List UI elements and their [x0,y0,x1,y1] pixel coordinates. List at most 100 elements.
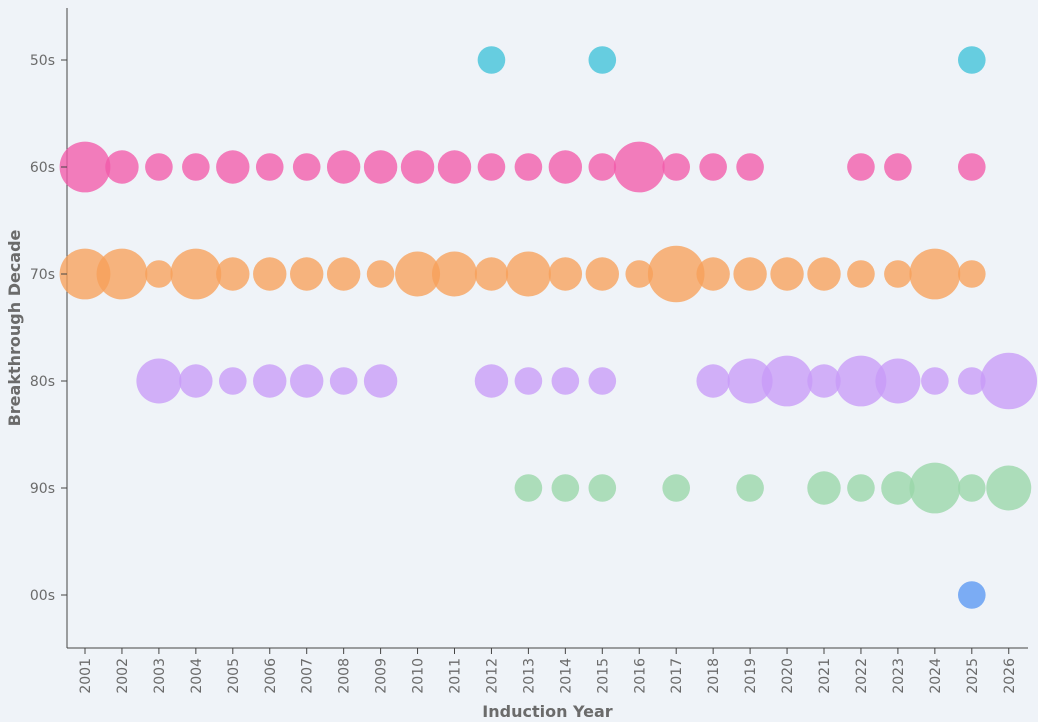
bubble-60s-2017[interactable] [662,153,690,181]
bubble-90s-2024[interactable] [909,462,961,514]
bubble-60s-2002[interactable] [105,150,139,184]
bubble-70s-2022[interactable] [847,260,875,288]
x-tick-label: 2005 [226,658,242,694]
x-tick-label: 2003 [152,658,168,694]
bubble-50s-2025[interactable] [958,46,986,74]
bubble-80s-2008[interactable] [329,367,358,395]
bubble-60s-2013[interactable] [514,153,543,181]
bubble-80s-2018[interactable] [696,364,730,398]
bubble-80s-2014[interactable] [551,367,580,395]
bubble-80s-2020[interactable] [761,355,813,407]
bubble-70s-2018[interactable] [696,257,730,291]
bubble-90s-2022[interactable] [847,474,875,502]
bubble-60s-2010[interactable] [400,150,435,184]
bubble-80s-2013[interactable] [514,367,543,395]
bubble-60s-2018[interactable] [699,153,727,181]
bubble-70s-2010[interactable] [395,251,441,297]
bubble-70s-2025[interactable] [958,260,986,288]
bubble-70s-2016[interactable] [625,260,654,288]
bubble-60s-2003[interactable] [145,153,173,181]
bubble-60s-2023[interactable] [884,153,912,181]
bubble-70s-2005[interactable] [216,257,250,291]
x-axis-ticks: 2001 2002 2003 2004 2005 2006 2007 2008 2009 2010… [78,648,1018,694]
bubble-90s-2019[interactable] [736,474,764,502]
x-tick-label: 2010 [411,658,427,694]
bubble-80s-2021[interactable] [807,364,841,398]
bubble-90s-2014[interactable] [551,474,580,502]
bubble-70s-2003[interactable] [145,260,173,288]
bubble-90s-2015[interactable] [588,474,617,502]
bubble-80s-2005[interactable] [219,367,247,395]
bubble-80s-2019[interactable] [727,358,773,404]
bubble-80s-2009[interactable] [363,364,398,398]
bubble-80s-2015[interactable] [588,367,617,395]
bubble-70s-2013[interactable] [505,251,551,297]
bubble-60s-2022[interactable] [847,153,875,181]
x-tick-label: 2002 [115,658,131,694]
bubble-80s-2022[interactable] [835,355,887,407]
bubble-80s-2006[interactable] [253,364,287,398]
x-tick-label: 2001 [78,658,94,694]
bubble-70s-2015[interactable] [585,257,619,291]
y-axis-title: Breakthrough Decade [5,229,24,426]
bubble-90s-2026[interactable] [986,465,1032,511]
x-tick-label: 2015 [595,658,611,694]
bubble-60s-2004[interactable] [182,153,210,181]
bubble-70s-2017[interactable] [647,245,705,303]
bubble-50s-2015[interactable] [588,46,617,74]
bubble-90s-2021[interactable] [807,471,841,505]
bubble-90s-2023[interactable] [881,471,915,505]
bubble-70s-2007[interactable] [290,257,324,291]
bubble-70s-2001[interactable] [59,248,111,300]
bubble-60s-2025[interactable] [958,153,986,181]
bubble-60s-2009[interactable] [363,150,398,184]
x-tick-label: 2012 [484,658,500,694]
bubble-70s-2014[interactable] [548,257,583,291]
bubble-70s-2006[interactable] [253,257,287,291]
bubble-70s-2019[interactable] [733,257,767,291]
bubble-70s-2004[interactable] [170,248,222,300]
bubble-80s-2026[interactable] [980,352,1038,410]
bubble-90s-2025[interactable] [958,474,986,502]
y-tick-label: 90s [30,481,55,497]
bubble-70s-2024[interactable] [909,248,961,300]
bubble-70s-2009[interactable] [366,260,395,288]
bubble-80s-2004[interactable] [179,364,213,398]
bubble-60s-2007[interactable] [292,153,321,181]
bubble-80s-2007[interactable] [290,364,324,398]
bubble-00s-2025[interactable] [958,581,986,609]
bubble-60s-2019[interactable] [736,153,764,181]
bubble-70s-2002[interactable] [96,248,148,300]
bubble-60s-2012[interactable] [477,153,506,181]
bubble-80s-2024[interactable] [921,367,949,395]
bubble-60s-2006[interactable] [255,153,284,181]
bubble-70s-2011[interactable] [432,251,477,297]
x-tick-label: 2019 [743,658,759,694]
bubble-70s-2012[interactable] [474,257,509,291]
bubble-60s-2001[interactable] [59,141,111,193]
x-tick-label: 2024 [928,658,944,694]
bubble-80s-2003[interactable] [136,358,182,404]
x-tick-label: 2006 [263,658,279,694]
bubble-90s-2013[interactable] [514,474,543,502]
bubble-70s-2008[interactable] [326,257,361,291]
y-tick-label: 00s [30,588,55,604]
bubble-70s-2023[interactable] [884,260,912,288]
bubble-90s-2017[interactable] [662,474,690,502]
bubble-70s-2021[interactable] [807,257,841,291]
bubble-60s-2005[interactable] [216,150,250,184]
y-tick-label: 80s [30,374,55,390]
bubble-60s-2016[interactable] [613,141,665,193]
bubble-80s-2023[interactable] [875,358,921,404]
bubble-80s-2012[interactable] [474,364,509,398]
bubble-80s-2025[interactable] [958,367,986,395]
y-tick-label: 70s [30,267,55,283]
bubble-70s-2020[interactable] [770,257,804,291]
bubble-60s-2008[interactable] [326,150,361,184]
x-tick-label: 2004 [189,658,205,694]
bubble-60s-2011[interactable] [437,150,472,184]
bubble-60s-2015[interactable] [588,153,617,181]
bubble-60s-2014[interactable] [548,150,583,184]
bubble-50s-2012[interactable] [477,46,506,74]
